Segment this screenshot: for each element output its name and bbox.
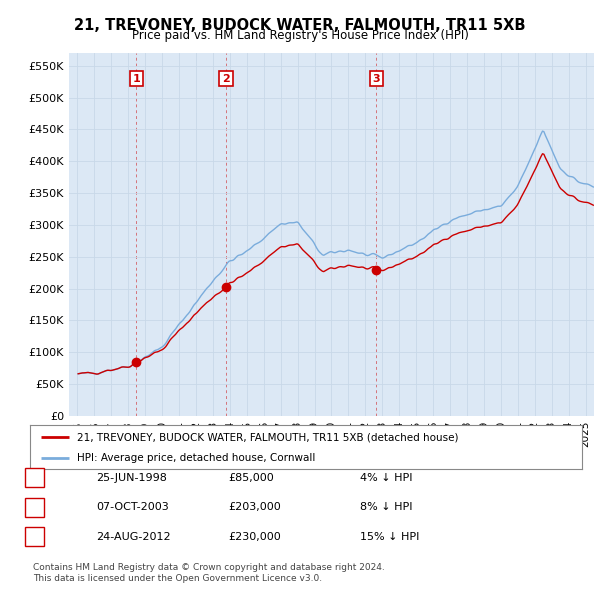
Text: 8% ↓ HPI: 8% ↓ HPI	[360, 503, 413, 512]
Text: This data is licensed under the Open Government Licence v3.0.: This data is licensed under the Open Gov…	[33, 574, 322, 583]
Text: 21, TREVONEY, BUDOCK WATER, FALMOUTH, TR11 5XB: 21, TREVONEY, BUDOCK WATER, FALMOUTH, TR…	[74, 18, 526, 32]
Text: £85,000: £85,000	[228, 473, 274, 483]
Text: 24-AUG-2012: 24-AUG-2012	[96, 532, 170, 542]
Text: 07-OCT-2003: 07-OCT-2003	[96, 503, 169, 512]
Text: 4% ↓ HPI: 4% ↓ HPI	[360, 473, 413, 483]
Text: £203,000: £203,000	[228, 503, 281, 512]
Text: 2: 2	[222, 74, 230, 84]
Text: 1: 1	[31, 473, 38, 483]
Text: 2: 2	[31, 503, 38, 512]
Text: HPI: Average price, detached house, Cornwall: HPI: Average price, detached house, Corn…	[77, 453, 315, 463]
Text: Price paid vs. HM Land Registry's House Price Index (HPI): Price paid vs. HM Land Registry's House …	[131, 30, 469, 42]
Text: 3: 3	[31, 532, 38, 542]
Text: 21, TREVONEY, BUDOCK WATER, FALMOUTH, TR11 5XB (detached house): 21, TREVONEY, BUDOCK WATER, FALMOUTH, TR…	[77, 432, 458, 442]
Text: 1: 1	[133, 74, 140, 84]
Text: £230,000: £230,000	[228, 532, 281, 542]
Text: Contains HM Land Registry data © Crown copyright and database right 2024.: Contains HM Land Registry data © Crown c…	[33, 563, 385, 572]
Text: 25-JUN-1998: 25-JUN-1998	[96, 473, 167, 483]
Text: 15% ↓ HPI: 15% ↓ HPI	[360, 532, 419, 542]
Text: 3: 3	[373, 74, 380, 84]
